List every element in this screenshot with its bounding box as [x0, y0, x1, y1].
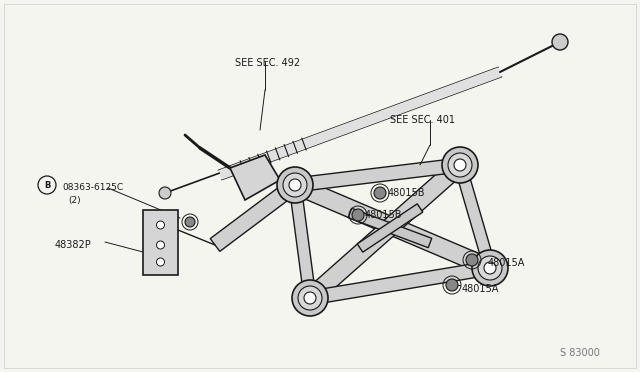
Circle shape: [298, 286, 322, 310]
Circle shape: [157, 258, 164, 266]
Circle shape: [277, 167, 313, 203]
Circle shape: [185, 217, 195, 227]
Circle shape: [472, 250, 508, 286]
Polygon shape: [291, 177, 493, 276]
Circle shape: [283, 173, 307, 197]
Polygon shape: [230, 155, 280, 200]
Text: B: B: [44, 180, 50, 189]
FancyBboxPatch shape: [143, 210, 178, 275]
Text: 48015A: 48015A: [488, 258, 525, 268]
Circle shape: [157, 241, 164, 249]
Text: 48382P: 48382P: [55, 240, 92, 250]
Circle shape: [374, 187, 386, 199]
Circle shape: [484, 262, 496, 274]
Circle shape: [466, 254, 478, 266]
Polygon shape: [218, 67, 502, 180]
Circle shape: [352, 209, 364, 221]
Circle shape: [289, 179, 301, 191]
Polygon shape: [357, 204, 423, 252]
Polygon shape: [309, 261, 491, 305]
Polygon shape: [304, 158, 466, 305]
Circle shape: [304, 292, 316, 304]
Text: (2): (2): [68, 196, 81, 205]
Circle shape: [448, 153, 472, 177]
Polygon shape: [348, 208, 432, 248]
Circle shape: [478, 256, 502, 280]
Text: 48015B: 48015B: [365, 210, 403, 220]
Circle shape: [552, 34, 568, 50]
Text: SEE SEC. 492: SEE SEC. 492: [235, 58, 300, 68]
Text: 08363-6125C: 08363-6125C: [62, 183, 123, 192]
Circle shape: [157, 221, 164, 229]
Polygon shape: [289, 184, 316, 299]
Text: S 83000: S 83000: [560, 348, 600, 358]
Circle shape: [442, 147, 478, 183]
Text: 48015B: 48015B: [388, 188, 426, 198]
Circle shape: [446, 279, 458, 291]
Circle shape: [454, 159, 466, 171]
Polygon shape: [210, 179, 300, 251]
Circle shape: [159, 187, 171, 199]
Circle shape: [292, 280, 328, 316]
Polygon shape: [454, 163, 496, 270]
Text: 48015A: 48015A: [462, 284, 499, 294]
Polygon shape: [294, 158, 461, 192]
Text: SEE SEC. 401: SEE SEC. 401: [390, 115, 455, 125]
